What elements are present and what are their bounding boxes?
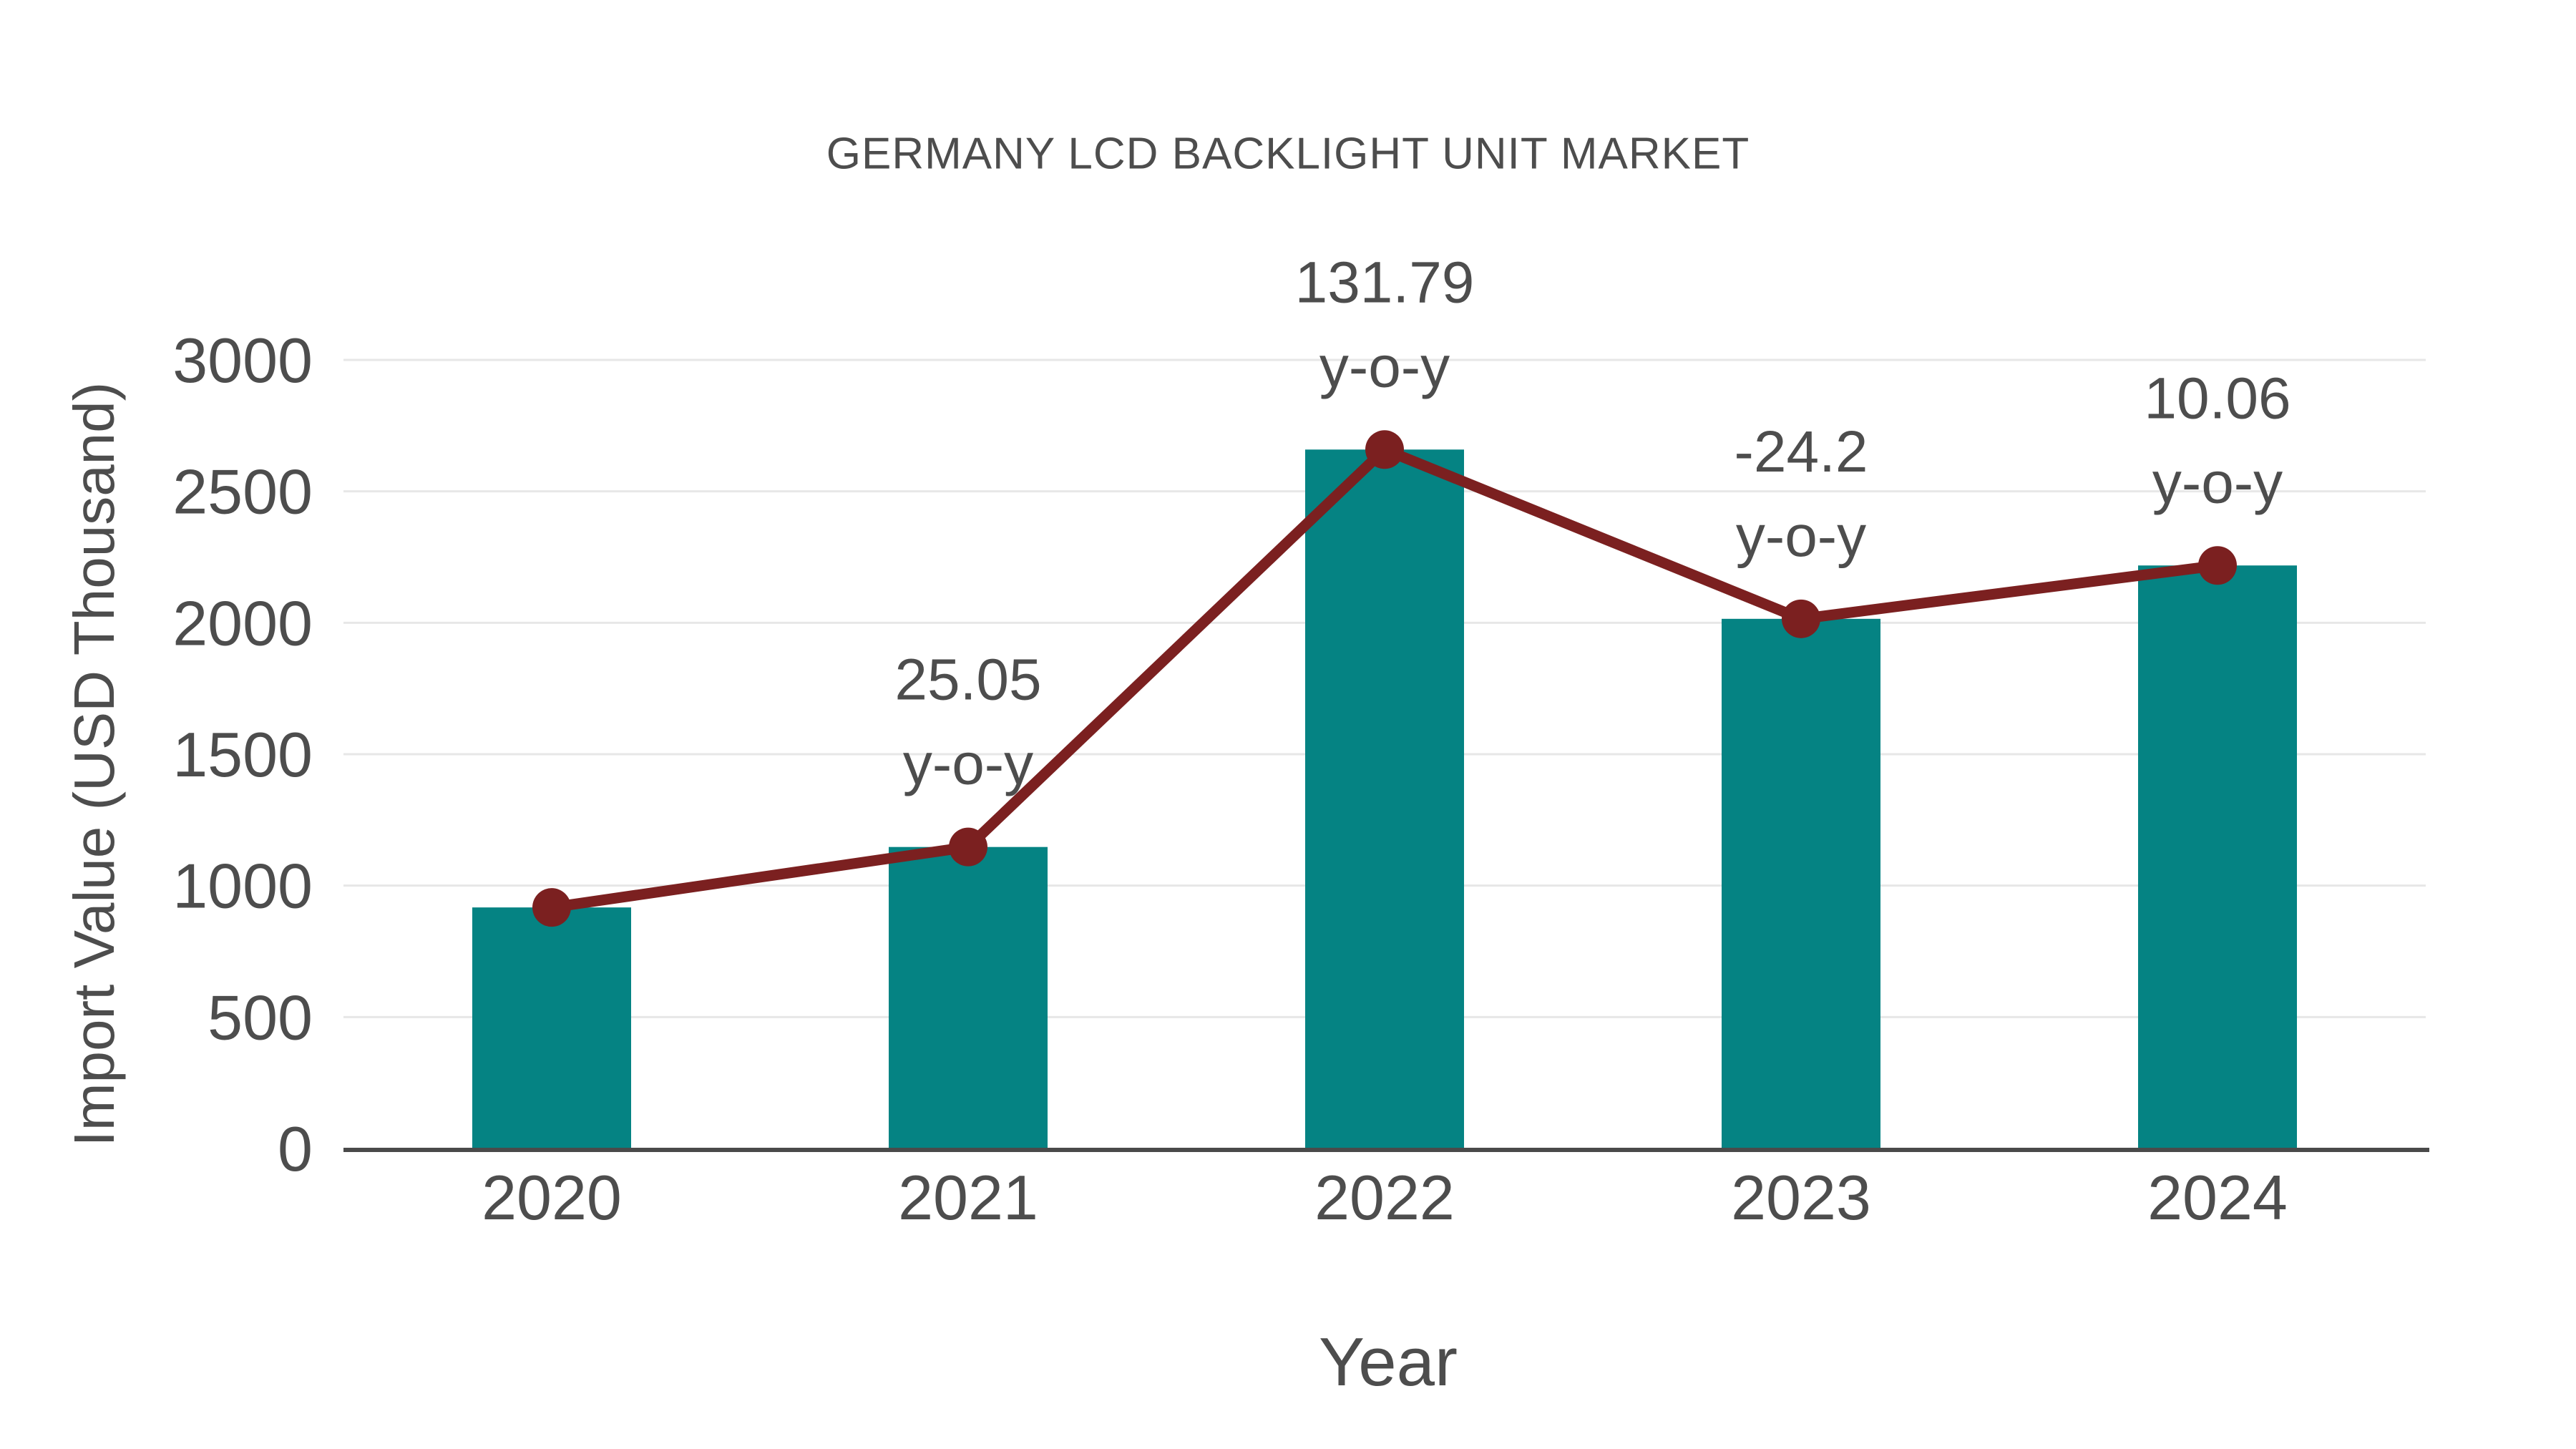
bar-2022 bbox=[1305, 449, 1464, 1148]
bar-2020 bbox=[472, 907, 631, 1148]
annotation-2023-value: -24.2 bbox=[1735, 419, 1868, 484]
y-tick-label-1500: 1500 bbox=[172, 719, 313, 790]
annotation-2024-label: y-o-y bbox=[2152, 450, 2283, 515]
chart-title: GERMANY LCD BACKLIGHT UNIT MARKET bbox=[826, 129, 1750, 179]
data-point-2024 bbox=[2198, 546, 2237, 585]
y-tick-label-0: 0 bbox=[278, 1113, 313, 1184]
bar-2023 bbox=[1722, 618, 1880, 1148]
data-point-2023 bbox=[1782, 599, 1820, 638]
bar-2021 bbox=[889, 847, 1048, 1148]
x-tick-label-2024: 2024 bbox=[2147, 1162, 2288, 1233]
y-tick-label-3000: 3000 bbox=[172, 325, 313, 396]
annotation-2023-label: y-o-y bbox=[1736, 504, 1866, 569]
y-tick-label-2500: 2500 bbox=[172, 457, 313, 527]
y-tick-label-1000: 1000 bbox=[172, 851, 313, 922]
annotation-2021-label: y-o-y bbox=[903, 732, 1033, 797]
data-point-2021 bbox=[949, 827, 987, 867]
x-axis-title: Year bbox=[1319, 1324, 1458, 1400]
data-point-2020 bbox=[532, 888, 571, 927]
data-point-2022 bbox=[1365, 430, 1404, 469]
x-tick-label-2022: 2022 bbox=[1314, 1162, 1455, 1233]
annotation-2022-value: 131.79 bbox=[1295, 250, 1475, 315]
y-axis-title: Import Value (USD Thousand) bbox=[62, 381, 126, 1147]
x-tick-label-2021: 2021 bbox=[898, 1162, 1038, 1233]
annotation-2021-value: 25.05 bbox=[894, 648, 1041, 713]
y-tick-label-2000: 2000 bbox=[172, 587, 313, 658]
annotation-2022-label: y-o-y bbox=[1319, 334, 1450, 399]
x-tick-label-2020: 2020 bbox=[482, 1162, 622, 1233]
y-tick-label-500: 500 bbox=[208, 982, 313, 1053]
annotation-2024-value: 10.06 bbox=[2144, 366, 2290, 431]
bar-2024 bbox=[2138, 565, 2297, 1148]
x-tick-label-2023: 2023 bbox=[1731, 1162, 1871, 1233]
